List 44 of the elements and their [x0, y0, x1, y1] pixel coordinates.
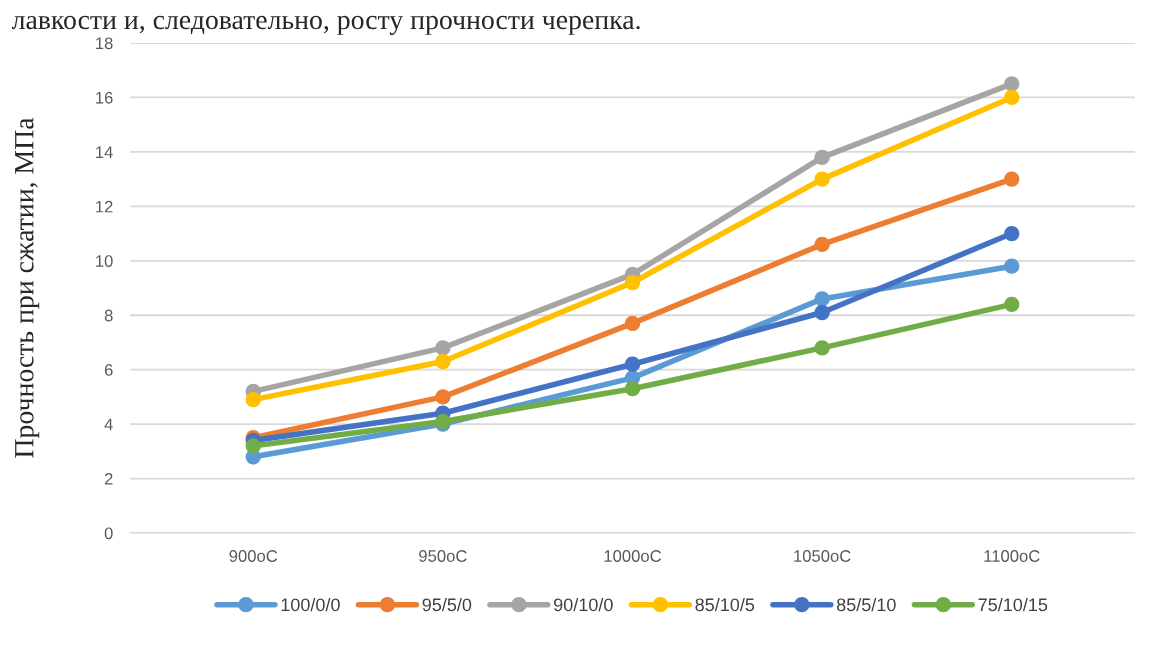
x-tick-label: 900oC [229, 550, 278, 562]
legend-label: 90/10/0 [554, 597, 613, 612]
point [624, 381, 641, 397]
point [814, 291, 830, 307]
point [435, 353, 451, 370]
legend-label: 100/0/0 [281, 597, 340, 612]
y-axis-title: Прочность при сжатии, МПа [15, 117, 40, 458]
y-tick-label: 0 [104, 527, 113, 540]
y-tick-label: 10 [96, 255, 113, 267]
y-tick-label: 8 [104, 309, 113, 322]
y-tick-label: 14 [96, 146, 113, 158]
point [435, 389, 451, 405]
point [1004, 171, 1020, 187]
text: лавкости и, следовательно, росту прочности черепка. [11, 15, 640, 35]
point [1004, 258, 1020, 274]
legend-label: 85/5/10 [836, 597, 896, 612]
point [814, 340, 830, 356]
x-tick-label: 1100oC [984, 550, 1040, 562]
point [814, 149, 830, 165]
legend-label: 85/10/5 [695, 597, 755, 612]
point [1004, 89, 1020, 106]
point [245, 438, 261, 454]
point [814, 236, 830, 253]
y-tick-label: 12 [96, 200, 113, 213]
y-tick-label: 4 [104, 418, 113, 431]
x-tick-label: 950oC [419, 550, 467, 562]
point [245, 391, 261, 408]
point [814, 304, 830, 321]
legend-label: 75/10/15 [978, 597, 1048, 612]
point [1004, 76, 1020, 92]
y-tick-label: 2 [104, 472, 113, 485]
x-tick-label: 1000oC [604, 550, 662, 562]
y-tick-label: 6 [104, 364, 113, 376]
point [814, 171, 830, 187]
legend-label: 95/5/0 [422, 597, 472, 612]
point [1004, 296, 1020, 312]
point [624, 315, 641, 332]
point [624, 356, 641, 372]
x-tick-label: 1050oC [794, 550, 851, 562]
point [1004, 225, 1020, 242]
y-tick-label: 16 [96, 91, 113, 104]
point [435, 340, 451, 356]
y-tick-label: 18 [96, 37, 113, 50]
point [624, 274, 641, 291]
